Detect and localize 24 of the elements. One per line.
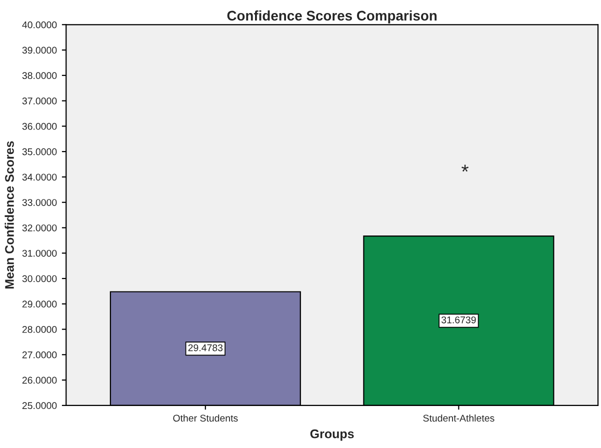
y-tick-label: 29.0000 [22, 300, 57, 308]
x-axis-title: Groups [310, 429, 354, 441]
y-tick-label: 40.0000 [22, 21, 57, 28]
y-tick-label: 32.0000 [22, 224, 57, 232]
annotation: * [462, 164, 469, 172]
x-tick-label: Other Students [173, 414, 238, 422]
y-axis-title: Mean Confidence Scores [4, 141, 14, 289]
y-tick-label: 36.0000 [22, 122, 57, 130]
data-label: 29.4783 [188, 344, 223, 352]
y-tick-label: 33.0000 [22, 199, 57, 206]
y-tick-label: 34.0000 [22, 174, 57, 181]
y-tick-label: 25.0000 [22, 402, 57, 410]
y-tick-label: 39.0000 [22, 46, 57, 54]
y-tick-label: 27.0000 [22, 351, 57, 358]
data-label: 31.6739 [441, 316, 476, 324]
y-tick-label: 35.0000 [22, 148, 57, 156]
chart-title: Confidence Scores Comparison [227, 10, 437, 24]
y-tick-label: 26.0000 [22, 376, 57, 384]
y-tick-label: 37.0000 [22, 98, 57, 104]
y-tick-label: 28.0000 [22, 326, 57, 333]
x-tick-label: Student-Athletes [423, 414, 494, 422]
y-tick-label: 31.0000 [22, 250, 57, 257]
y-tick-label: 30.0000 [22, 275, 57, 282]
y-tick-label: 38.0000 [22, 72, 57, 80]
